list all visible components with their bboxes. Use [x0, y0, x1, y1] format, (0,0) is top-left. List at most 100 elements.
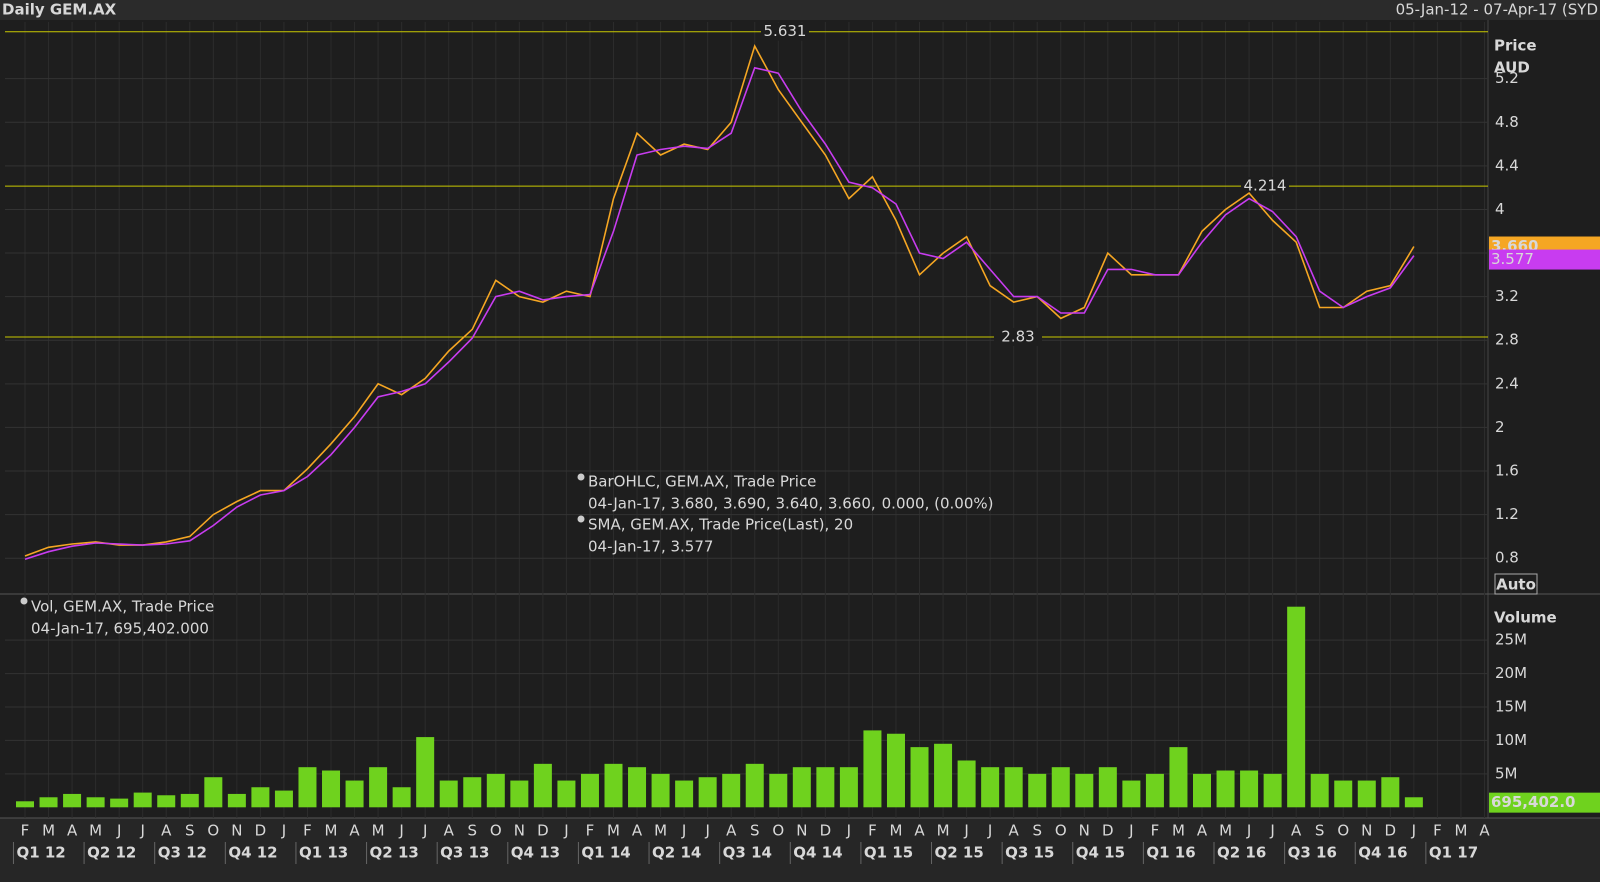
x-tick-label: S	[1032, 822, 1042, 840]
last-value-badge	[1489, 249, 1600, 270]
quarter-label: Q3 15	[1005, 844, 1054, 862]
quarter-label: Q2 15	[935, 844, 984, 862]
volume-bar	[533, 763, 552, 808]
last-value-badge	[1489, 792, 1600, 813]
x-tick-label: M	[372, 822, 385, 840]
header-bar	[0, 0, 1600, 20]
reference-label-bg	[1241, 177, 1289, 196]
x-tick-label: A	[444, 822, 455, 840]
x-tick-label: A	[349, 822, 360, 840]
x-tick-label: O	[772, 822, 784, 840]
x-tick-label: M	[607, 822, 620, 840]
volume-bar	[439, 780, 458, 808]
date-range: 05-Jan-12 - 07-Apr-17 (SYD	[1396, 1, 1598, 19]
x-tick-label: S	[1315, 822, 1325, 840]
y-label: Price	[1494, 37, 1537, 55]
quarter-label: Q1 15	[864, 844, 913, 862]
legend-entry: Vol, GEM.AX, Trade Price	[31, 598, 214, 616]
volume-bar	[274, 790, 293, 808]
volume-bar	[16, 801, 34, 808]
volume-bar	[227, 793, 246, 808]
x-tick-label: O	[207, 822, 219, 840]
legend-icon	[577, 473, 585, 481]
volume-bar	[981, 767, 1000, 808]
y-tick-label: 10M	[1495, 731, 1527, 749]
series-line	[24, 43, 1415, 557]
quarter-label: Q3 14	[723, 844, 772, 862]
volume-bar	[392, 787, 411, 808]
x-tick-label: J	[987, 822, 992, 840]
volume-bar	[510, 780, 529, 808]
x-tick-label: M	[1454, 822, 1467, 840]
volume-bar	[486, 773, 505, 808]
x-tick-label: A	[726, 822, 737, 840]
volume-bar	[1075, 773, 1094, 808]
volume-bar	[1169, 747, 1188, 808]
x-tick-label: J	[139, 822, 144, 840]
volume-bar	[86, 797, 105, 808]
x-tick-label: A	[1197, 822, 1208, 840]
x-tick-label: N	[1361, 822, 1372, 840]
quarter-label: Q1 16	[1146, 844, 1195, 862]
volume-bar	[816, 767, 835, 808]
x-tick-label: J	[704, 822, 709, 840]
x-tick-label: M	[654, 822, 667, 840]
quarter-label: Q3 16	[1288, 844, 1337, 862]
volume-bar	[1004, 767, 1023, 808]
legend-icon	[577, 515, 585, 523]
x-tick-label: M	[42, 822, 55, 840]
x-tick-label: A	[1009, 822, 1020, 840]
x-tick-label: S	[467, 822, 477, 840]
quarter-label: Q2 12	[87, 844, 136, 862]
volume-bar	[1263, 773, 1282, 808]
y-tick-label: 2	[1495, 418, 1505, 436]
quarter-label: Q2 13	[370, 844, 419, 862]
x-tick-label: N	[1079, 822, 1090, 840]
volume-bar	[110, 798, 129, 808]
volume-bar	[839, 767, 858, 808]
last-value-label: 695,402.0	[1491, 793, 1575, 811]
reference-label: 2.83	[1001, 327, 1034, 345]
volume-bar	[1145, 773, 1164, 808]
volume-bar	[63, 793, 82, 808]
quarter-label: Q2 16	[1217, 844, 1266, 862]
volume-bar	[1028, 773, 1047, 808]
volume-bar	[298, 767, 317, 808]
y-tick-label: 15M	[1495, 698, 1527, 716]
y-tick-label: 4.8	[1495, 113, 1519, 131]
reference-label: 4.214	[1244, 177, 1287, 195]
legend-info-change: 0.000, (0.00%)	[882, 495, 994, 513]
x-tick-label: F	[303, 822, 312, 840]
x-tick-label: J	[963, 822, 968, 840]
x-tick-label: S	[185, 822, 195, 840]
y-tick-label: 20M	[1495, 664, 1527, 682]
quarter-label: Q1 17	[1429, 844, 1478, 862]
y-tick-label: 4	[1495, 200, 1505, 218]
x-tick-label: F	[21, 822, 30, 840]
x-axis-area	[0, 818, 1600, 882]
series-line	[24, 66, 1415, 561]
auto-button[interactable]	[1494, 573, 1538, 595]
volume-bar	[204, 777, 223, 808]
auto-label[interactable]: Auto	[1496, 576, 1536, 594]
volume-bar	[180, 793, 199, 808]
x-tick-label: D	[255, 822, 267, 840]
x-tick-label: M	[1219, 822, 1232, 840]
y-tick-label: 1.6	[1495, 462, 1519, 480]
y-tick-label: 2.4	[1495, 374, 1519, 392]
x-tick-label: M	[1172, 822, 1185, 840]
volume-bar	[745, 763, 764, 808]
quarter-label: Q3 13	[440, 844, 489, 862]
quarter-label: Q1 14	[581, 844, 630, 862]
volume-bar	[1310, 773, 1329, 808]
x-tick-label: D	[820, 822, 832, 840]
x-tick-label: D	[1102, 822, 1114, 840]
volume-bar	[792, 767, 811, 808]
y-label: AUD	[1494, 59, 1530, 77]
volume-bar	[345, 780, 364, 808]
volume-bar	[1240, 770, 1259, 808]
volume-bar	[39, 797, 58, 808]
quarter-label: Q4 14	[793, 844, 842, 862]
volume-bar	[1287, 606, 1306, 808]
reference-label: 5.631	[764, 22, 807, 40]
